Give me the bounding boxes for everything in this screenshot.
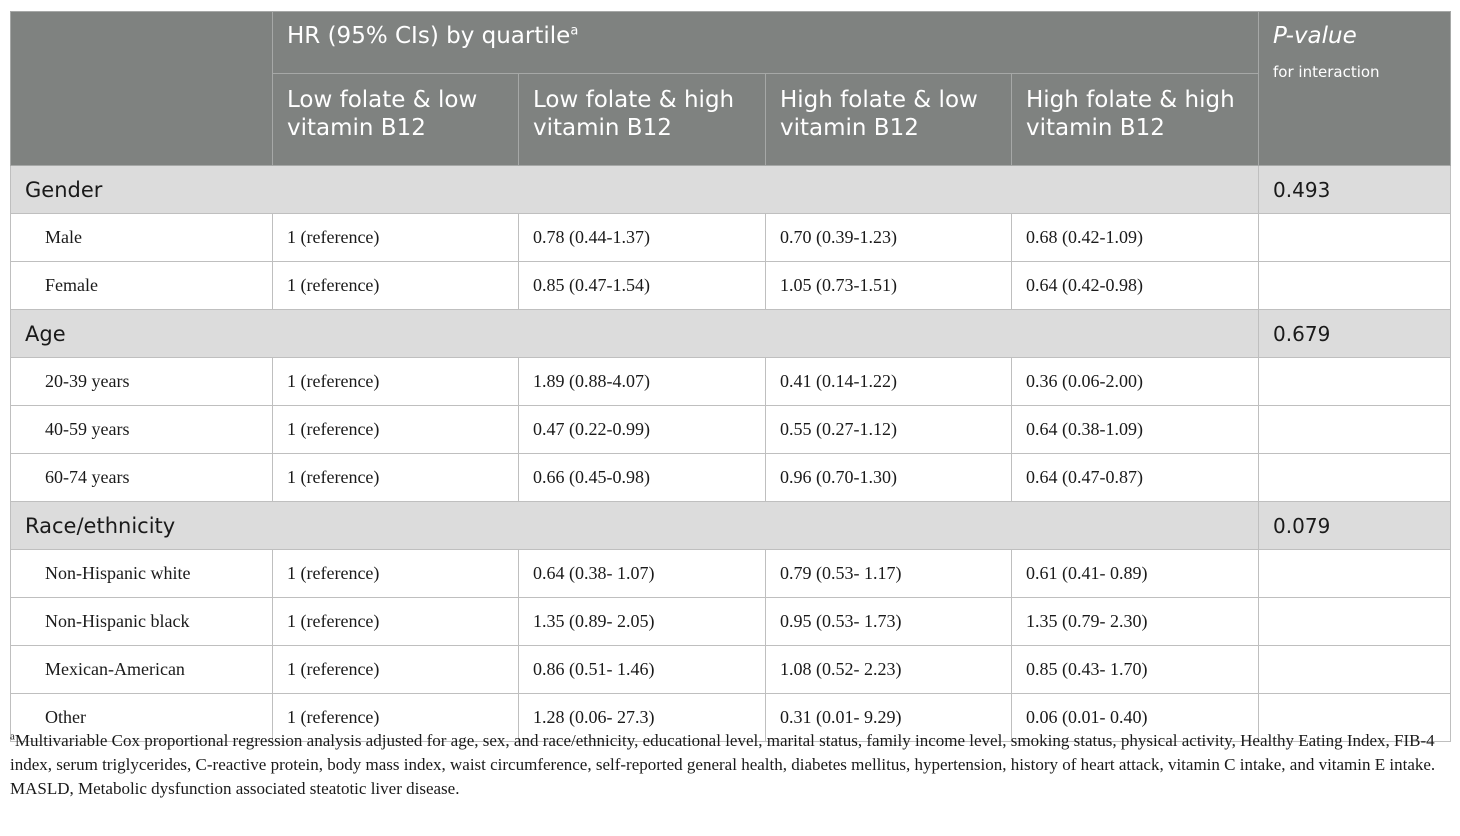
table-cell-empty [1258,453,1452,502]
row-label: Mexican-American [10,645,273,694]
pvalue-title: P-value [1273,23,1357,49]
table-cell: 1.35 (0.89- 2.05) [518,597,766,646]
table-cell: 1 (reference) [272,645,519,694]
table-cell-empty [1258,645,1452,694]
table-row: Other 1 (reference) 1.28 (0.06- 27.3) 0.… [10,693,1452,742]
table-cell: 0.78 (0.44-1.37) [518,213,766,262]
pvalue-subtitle: for interaction [1273,63,1380,81]
column-header: High folate & low vitamin B12 [765,73,1012,166]
table-cell: 1 (reference) [272,597,519,646]
row-label: Non-Hispanic black [10,597,273,646]
table-cell-empty [1258,213,1452,262]
footnote-marker: a [570,23,579,39]
table-cell: 0.06 (0.01- 0.40) [1010,693,1260,742]
table-cell-empty [1258,261,1452,310]
table-cell: 0.55 (0.27-1.12) [765,405,1012,454]
table-cell: 1 (reference) [272,357,519,406]
table-cell: 0.68 (0.42-1.09) [1010,213,1260,262]
row-label: Female [10,261,273,310]
table-cell: 1.35 (0.79- 2.30) [1010,597,1260,646]
table-cell: 1 (reference) [272,549,519,598]
header-pvalue: P-value for interaction [1258,11,1452,166]
row-label: 60-74 years [10,453,273,502]
table-cell: 0.31 (0.01- 9.29) [765,693,1012,742]
table-cell: 1.05 (0.73-1.51) [765,261,1012,310]
table-cell: 1.08 (0.52- 2.23) [765,645,1012,694]
table-cell: 0.85 (0.47-1.54) [518,261,766,310]
hazard-ratio-table: HR (95% CIs) by quartilea P-value for in… [9,11,1452,742]
table-row: Female 1 (reference) 0.85 (0.47-1.54) 1.… [10,261,1452,310]
group-row-age: Age 0.679 [9,309,1452,358]
table-cell: 0.86 (0.51- 1.46) [518,645,766,694]
table-cell: 0.79 (0.53- 1.17) [765,549,1012,598]
table-cell: 1 (reference) [272,213,519,262]
column-header: High folate & high vitamin B12 [1010,73,1260,166]
table-cell: 0.66 (0.45-0.98) [518,453,766,502]
table-cell: 0.96 (0.70-1.30) [765,453,1012,502]
header-group-title: HR (95% CIs) by quartilea [271,11,1260,74]
group-pvalue: 0.079 [1258,501,1452,550]
table-cell: 0.85 (0.43- 1.70) [1010,645,1260,694]
group-pvalue: 0.679 [1258,309,1452,358]
group-row-gender: Gender 0.493 [9,165,1452,214]
row-label: 40-59 years [10,405,273,454]
table-cell: 0.64 (0.38-1.09) [1010,405,1260,454]
table-cell: 0.64 (0.38- 1.07) [518,549,766,598]
table-cell: 1 (reference) [272,261,519,310]
header-group-title-text: HR (95% CIs) by quartile [287,23,571,49]
table-cell: 1.28 (0.06- 27.3) [518,693,766,742]
table-cell: 0.70 (0.39-1.23) [765,213,1012,262]
table-row: Male 1 (reference) 0.78 (0.44-1.37) 0.70… [10,213,1452,262]
table-cell-empty [1258,405,1452,454]
table-row: Mexican-American 1 (reference) 0.86 (0.5… [10,645,1452,694]
group-pvalue: 0.493 [1258,165,1452,214]
column-header: Low folate & low vitamin B12 [272,73,519,166]
row-label: Non-Hispanic white [10,549,273,598]
table-cell: 1 (reference) [272,405,519,454]
table-cell: 0.47 (0.22-0.99) [518,405,766,454]
table-row: 60-74 years 1 (reference) 0.66 (0.45-0.9… [10,453,1452,502]
footnote-a-marker: a [10,730,15,743]
row-label: 20-39 years [10,357,273,406]
row-label: Other [10,693,273,742]
group-label: Gender [9,165,1260,214]
table-cell: 0.61 (0.41- 0.89) [1010,549,1260,598]
table-row: Non-Hispanic white 1 (reference) 0.64 (0… [10,549,1452,598]
table-cell: 1.89 (0.88-4.07) [518,357,766,406]
table-cell: 0.36 (0.06-2.00) [1010,357,1260,406]
table-cell: 1 (reference) [272,453,519,502]
footnote-a-text: Multivariable Cox proportional regressio… [10,731,1436,774]
table-row: 40-59 years 1 (reference) 0.47 (0.22-0.9… [10,405,1452,454]
row-label: Male [10,213,273,262]
column-header: Low folate & high vitamin B12 [518,73,766,166]
group-label: Age [9,309,1260,358]
group-row-race-ethnicity: Race/ethnicity 0.079 [9,501,1452,550]
group-label: Race/ethnicity [9,501,1260,550]
table-cell: 0.95 (0.53- 1.73) [765,597,1012,646]
table-cell: 0.64 (0.47-0.87) [1010,453,1260,502]
table-cell: 0.64 (0.42-0.98) [1010,261,1260,310]
table-cell: 0.41 (0.14-1.22) [765,357,1012,406]
table-row: Non-Hispanic black 1 (reference) 1.35 (0… [10,597,1452,646]
table-cell-empty [1258,693,1452,742]
footnote-a: aMultivariable Cox proportional regressi… [10,729,1455,777]
table-footnotes: aMultivariable Cox proportional regressi… [10,729,1455,801]
table-cell-empty [1258,549,1452,598]
footnote-abbreviation: MASLD, Metabolic dysfunction associated … [10,779,460,798]
table-cell-empty [1258,357,1452,406]
table-cell-empty [1258,597,1452,646]
header-empty-cell [10,11,273,166]
table-row: 20-39 years 1 (reference) 1.89 (0.88-4.0… [10,357,1452,406]
table-header: HR (95% CIs) by quartilea P-value for in… [10,11,1452,166]
table-body: Gender 0.493 Male 1 (reference) 0.78 (0.… [9,165,1452,742]
